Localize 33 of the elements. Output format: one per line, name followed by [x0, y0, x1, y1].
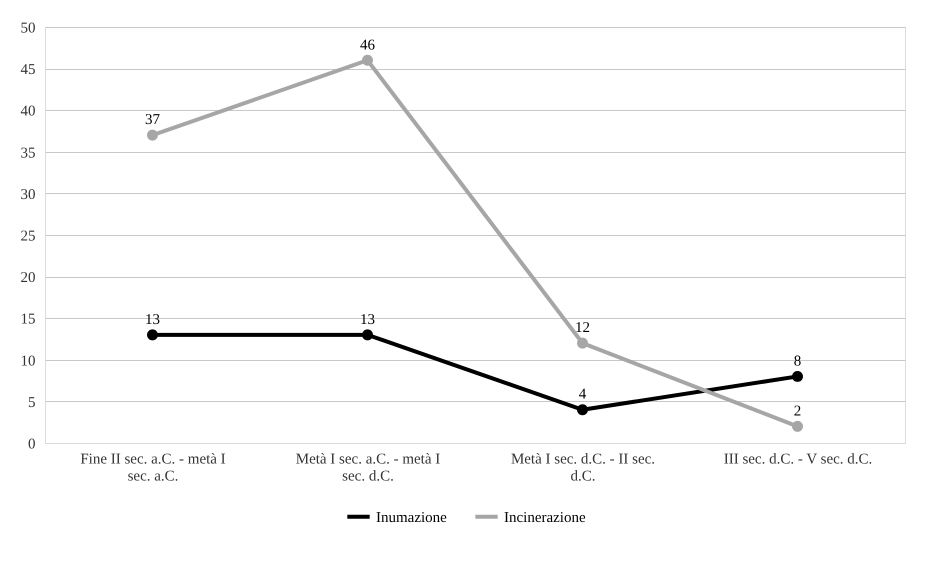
y-tick-label: 20: [20, 270, 36, 286]
point: [147, 130, 158, 141]
data-label: 2: [794, 403, 802, 420]
data-label: 12: [575, 320, 590, 336]
point: [577, 404, 588, 416]
y-tick-label: 15: [20, 312, 36, 328]
legend-label: Incinerazione: [504, 510, 586, 526]
data-label: 37: [145, 112, 160, 128]
point: [577, 338, 588, 349]
y-tick-label: 25: [20, 228, 36, 244]
y-tick-label: 40: [20, 104, 36, 120]
point: [792, 370, 803, 382]
point: [147, 329, 158, 340]
data-label: 46: [360, 37, 376, 54]
y-tick-label: 10: [20, 353, 36, 370]
x-tick-label: Metà I sec. a.C. - metà I sec. d.C.: [296, 452, 440, 484]
data-label: 8: [794, 353, 802, 370]
data-label: 13: [360, 312, 375, 328]
point: [362, 329, 373, 340]
y-tick-label: 30: [20, 186, 36, 203]
data-label: 4: [578, 386, 587, 403]
y-tick-label: 50: [20, 20, 36, 36]
legend-label: Inumazione: [376, 510, 448, 526]
y-tick-label: 0: [28, 436, 36, 452]
point: [362, 54, 373, 66]
x-tick-label: Fine II sec. a.C. - metà I sec. a.C.: [80, 452, 226, 484]
point: [792, 420, 803, 432]
y-tick-label: 35: [20, 145, 36, 162]
x-tick-label: III sec. d.C. - V sec. d.C.: [724, 452, 872, 468]
data-label: 13: [145, 312, 160, 328]
y-tick-label: 5: [28, 394, 36, 411]
y-tick-label: 45: [20, 62, 36, 78]
x-tick-label: Metà I sec. d.C. - II sec. d.C.: [510, 452, 656, 484]
